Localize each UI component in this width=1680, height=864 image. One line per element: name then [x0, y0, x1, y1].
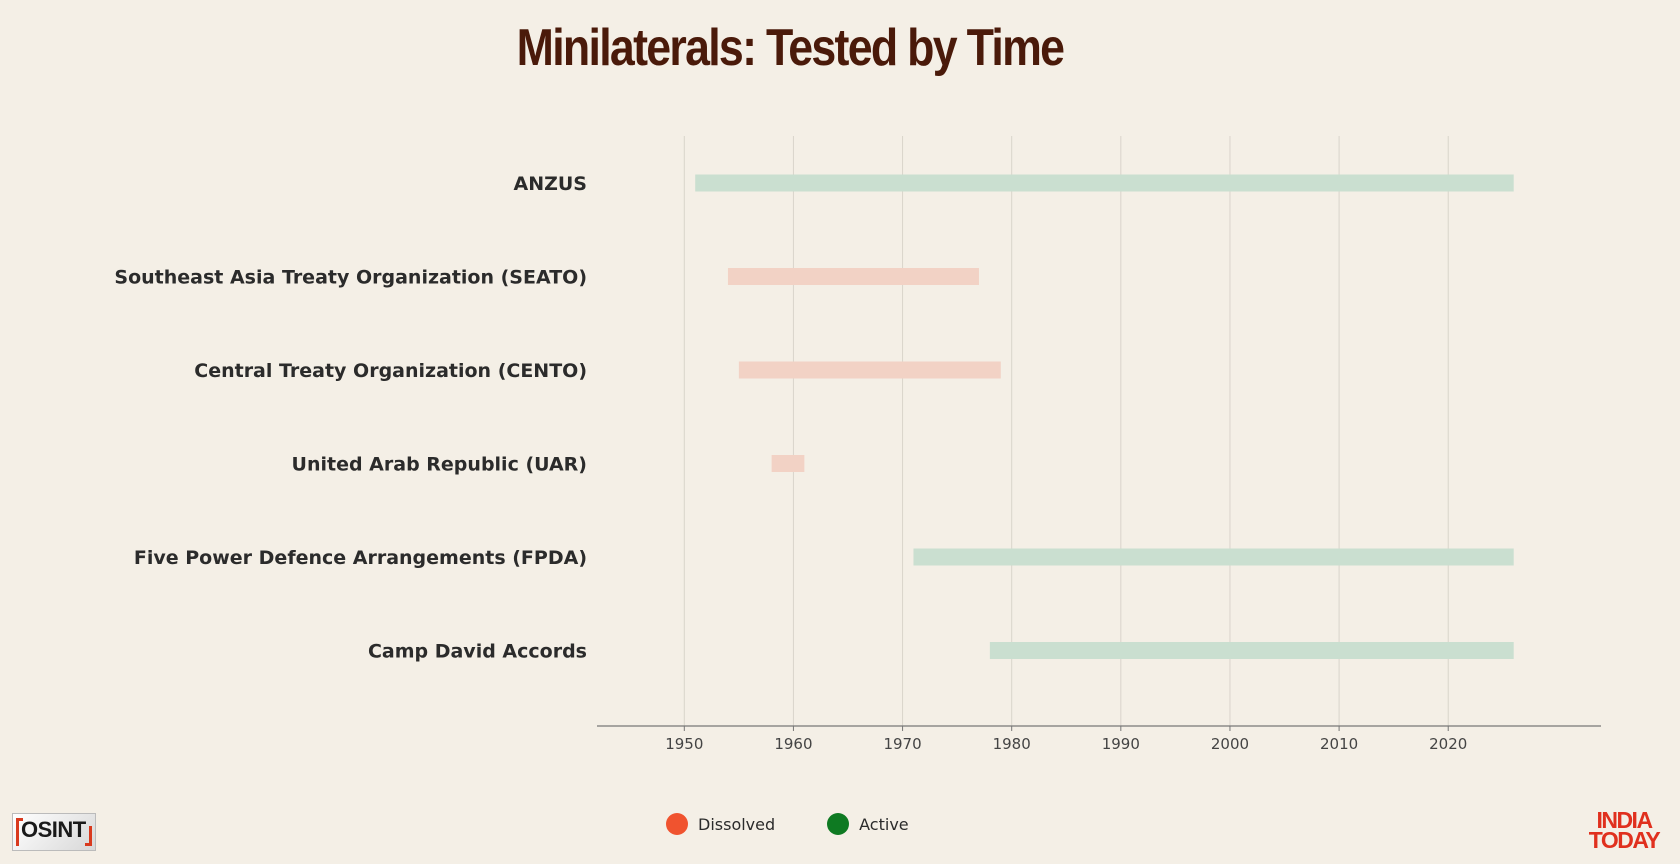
- bar-5: [989, 642, 1514, 659]
- x-tick-label: 1960: [774, 735, 812, 753]
- legend-swatch: [666, 813, 688, 835]
- x-tick-label: 1980: [993, 735, 1031, 753]
- legend-item: Dissolved: [666, 813, 775, 835]
- osint-logo: OSINT: [12, 813, 96, 851]
- category-label: United Arab Republic (UAR): [292, 454, 587, 476]
- category-label: Camp David Accords: [368, 641, 587, 663]
- x-axis: 1950 1960 1970 1980 1990 2000 2010 2020: [597, 725, 1601, 753]
- category-label: Southeast Asia Treaty Organization (SEAT…: [114, 267, 587, 289]
- bar-3: [771, 455, 805, 472]
- x-tick-label: 2000: [1211, 735, 1249, 753]
- x-tick-label: 2010: [1320, 735, 1358, 753]
- legend: Dissolved Active: [666, 813, 961, 835]
- x-tick-label: 1970: [883, 735, 921, 753]
- legend-label: Active: [859, 814, 909, 834]
- legend-swatch: [827, 813, 850, 835]
- category-label: Five Power Defence Arrangements (FPDA): [134, 547, 587, 569]
- india-today-logo-line2: TODAY: [1588, 827, 1661, 853]
- bar-1: [727, 268, 979, 285]
- india-today-logo-line1: INDIA: [1596, 807, 1653, 833]
- timeline-chart: ANZUS Southeast Asia Treaty Organization …: [114, 136, 1601, 753]
- x-tick-label: 2020: [1429, 735, 1467, 753]
- grid-lines: [683, 136, 1449, 726]
- legend-label: Dissolved: [698, 814, 776, 834]
- india-today-logo: INDIA TODAY: [1578, 807, 1670, 853]
- bar-4: [913, 548, 1514, 566]
- bar-2: [738, 361, 1001, 379]
- bar-0: [695, 174, 1514, 192]
- bars-group: [695, 174, 1514, 659]
- legend-item: Active: [827, 813, 909, 835]
- category-label: Central Treaty Organization (CENTO): [194, 360, 587, 382]
- x-tick-label: 1950: [665, 735, 703, 753]
- osint-logo-text: OSINT: [21, 817, 86, 842]
- category-labels: ANZUS Southeast Asia Treaty Organization …: [114, 173, 587, 663]
- category-label: ANZUS: [514, 173, 588, 195]
- chart-title: Minilaterals: Tested by Time: [516, 19, 1065, 77]
- x-tick-label: 1990: [1102, 735, 1140, 753]
